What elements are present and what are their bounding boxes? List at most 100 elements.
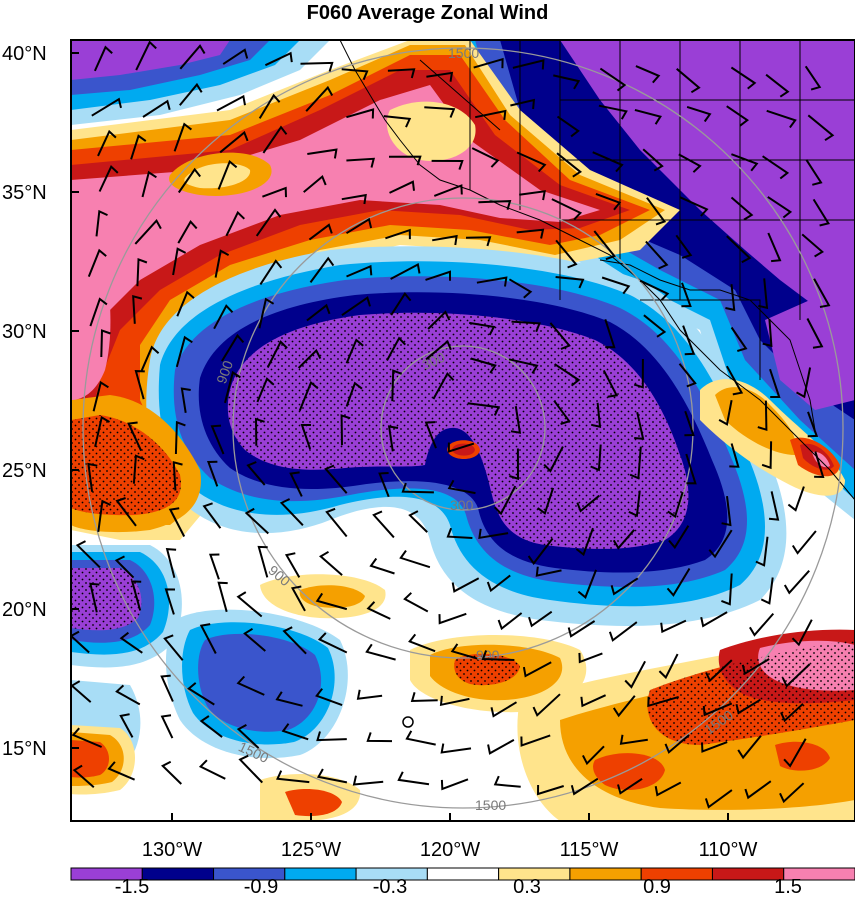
wind-barb-glyph [180,387,191,413]
wind-barb-glyph [744,780,772,800]
wind-barb-glyph [783,738,807,768]
storm-center-marker [402,716,414,728]
wind-barb-glyph [508,278,533,299]
wind-barb-glyph [760,577,774,605]
wind-barb-glyph [619,734,648,745]
wind-barb-glyph [279,498,304,526]
wind-barb-glyph [516,228,545,239]
wind-barb-glyph [160,674,174,702]
wind-barb-glyph [403,592,429,613]
wind-barb-glyph [401,482,434,494]
wind-barb-glyph [590,402,602,428]
wind-barb-glyph [470,357,497,374]
colorbar-label: 0.9 [643,876,671,898]
wind-barb-glyph [388,155,422,166]
wind-barb-glyph [410,692,438,703]
wind-barb-glyph [721,495,732,527]
wind-barb-glyph [135,40,157,71]
wind-barb-glyph [580,694,607,708]
wind-barb-glyph [555,276,585,289]
wind-barb-glyph [179,82,203,106]
wind-barb-glyph [214,249,230,278]
wind-barb-glyph [217,581,228,613]
wind-barb-glyph [221,333,245,362]
wind-barb-glyph [303,174,327,193]
wind-barb-glyph [612,695,636,718]
wind-barb-glyph [259,259,283,285]
wind-barb-glyph [570,777,599,796]
wind-barb-glyph [254,417,265,446]
wind-barb-glyph [718,400,733,426]
wind-barb-glyph [141,170,157,198]
north-west-positive-field [71,40,680,540]
wind-barb-glyph [601,276,631,295]
wind-barb-glyph [555,239,578,269]
wind-barb-glyph [246,461,266,486]
wind-barb-glyph [664,734,690,754]
wind-barb-glyph [257,545,269,578]
wind-barb-glyph [474,109,507,121]
wind-barb-glyph [730,196,754,221]
wind-barb-glyph [543,446,564,473]
wind-barb-glyph [199,715,223,738]
wind-barb-glyph [783,570,810,595]
wind-barb-glyph [726,105,750,127]
wind-barb-glyph [553,400,571,425]
wind-barb-glyph [284,552,301,578]
wind-barbs [71,40,835,809]
wind-barb-glyph [806,318,824,349]
colorbar-labels: -1.5 -0.9 -0.3 0.3 0.9 1.5 [115,876,802,898]
wind-barb-glyph [602,369,619,398]
wind-barb-glyph [236,591,263,618]
wind-barb-glyph [92,380,109,412]
wind-barb-glyph [119,713,134,738]
wind-barb-glyph [309,256,335,283]
wind-barb-glyph [676,68,701,94]
wind-barb-glyph [305,85,334,112]
wind-barb-glyph [700,611,728,628]
wind-barb-glyph [473,57,504,69]
latitude-axis: 40°N 35°N 30°N 25°N 20°N 15°N [2,43,79,760]
wind-barb-glyph [768,491,780,521]
wind-barb-glyph [397,771,430,786]
wind-barb-glyph [95,209,108,237]
wind-barb-glyph [378,472,390,498]
wind-barb-glyph [107,761,135,781]
wind-barb-glyph [383,115,412,128]
plot-frame [70,39,855,822]
wind-barb-glyph [593,230,616,261]
wind-barb-glyph [450,643,478,660]
wind-barb-glyph [276,770,310,784]
wind-barb-glyph [97,499,111,533]
lon-label-130w: 130°W [142,839,202,861]
wind-barb-glyph [612,529,635,550]
colorbar-swatch [711,867,785,881]
wind-barb-glyph [493,775,521,788]
wind-barb-glyph [366,601,391,620]
wind-barb-glyph [98,165,119,192]
wind-barb-glyph [346,157,376,168]
wind-barb-glyph [198,759,226,780]
wind-barb-glyph [814,451,825,479]
wind-barb-glyph [679,196,709,217]
wind-barb-glyph [115,497,137,527]
wind-barb-glyph [766,109,797,129]
wind-barb-glyph [532,693,561,717]
wind-barb-glyph [100,329,111,358]
wind-barb-glyph [424,106,456,118]
wind-barb-glyph [702,702,733,717]
lat-label-25n: 25°N [2,460,47,482]
wind-barb-glyph [493,485,517,516]
wind-barb-glyph [535,566,562,577]
wind-barb-glyph [289,471,303,497]
wind-barb-glyph [486,574,511,593]
wind-barb-glyph [660,619,687,634]
wind-barb-glyph [262,125,288,154]
wind-barb-glyph [755,536,769,567]
lon-label-115w: 115°W [560,839,619,861]
wind-barb-glyph [536,784,564,796]
wind-barb-glyph [516,151,547,173]
wind-barb-glyph [266,340,288,368]
wind-barb-glyph [617,777,643,795]
